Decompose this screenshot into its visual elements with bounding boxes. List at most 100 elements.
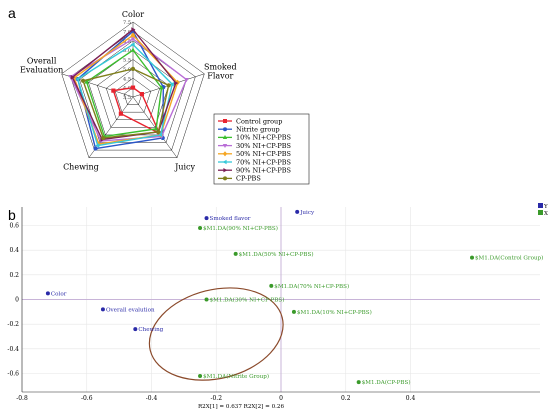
sensory-point bbox=[133, 327, 138, 332]
legend-x-swatch bbox=[538, 210, 543, 215]
radar-spoke bbox=[132, 96, 178, 158]
x-tick-label: -0.4 bbox=[146, 395, 158, 402]
radar-series-line bbox=[76, 30, 165, 150]
panel-b-letter: b bbox=[8, 207, 16, 223]
sensory-label: Juicy bbox=[299, 210, 315, 216]
sensory-label: Chewing bbox=[138, 327, 163, 333]
sample-point bbox=[198, 373, 203, 378]
radar-grid-ring bbox=[97, 59, 169, 128]
legend-box bbox=[213, 113, 310, 185]
radar-axis-label: Overall bbox=[27, 56, 57, 65]
x-axis-label: R2X[1] = 0.637 R2X[2] = 0.26 bbox=[198, 404, 285, 410]
sensory-point bbox=[45, 291, 50, 296]
pls-biplot: -0.8 -0.6 -0.4 -0.2 0 0.2 0.4 0.6 0.4 0.2 0 -0.2 -0.… bbox=[7, 203, 548, 410]
x-tick-label: -0.6 bbox=[81, 395, 93, 402]
sample-point bbox=[233, 251, 238, 256]
radar-point bbox=[175, 79, 180, 86]
sample-label: $M1.DA(10% NI+CP-PBS) bbox=[297, 309, 372, 316]
sensory-point bbox=[100, 307, 105, 312]
radar-point bbox=[118, 111, 123, 116]
legend-marker bbox=[222, 144, 228, 148]
radar-point bbox=[184, 77, 189, 83]
radar-point bbox=[80, 78, 86, 83]
radar-point bbox=[174, 80, 179, 86]
legend-x-label: X bbox=[544, 211, 548, 217]
legend-entry: 10% NI+CP-PBS bbox=[236, 134, 291, 142]
sensory-point bbox=[295, 209, 300, 214]
legend-y-swatch bbox=[538, 203, 543, 208]
sample-point bbox=[198, 225, 203, 230]
sample-label: $M1.DA(Nitrite Group) bbox=[203, 373, 269, 380]
radar-point bbox=[153, 126, 159, 131]
y-tick-label: 0.6 bbox=[9, 223, 19, 230]
legend-entry: 90% NI+CP-PBS bbox=[236, 167, 291, 175]
radar-point bbox=[130, 37, 136, 42]
radar-point bbox=[166, 83, 171, 88]
radar-grid-ring bbox=[114, 77, 152, 113]
sample-label: $M1.DA(CP-PBS) bbox=[362, 379, 411, 386]
annotation-ellipse bbox=[148, 287, 284, 381]
radar-point bbox=[101, 135, 106, 141]
legend-y-label: Y bbox=[543, 204, 548, 210]
y-tick-label: 0 bbox=[15, 297, 19, 304]
radar-tick-label: 7.5 bbox=[123, 20, 131, 26]
radar-grid-ring bbox=[61, 21, 205, 158]
radar-point bbox=[111, 88, 116, 93]
panel-a-letter: a bbox=[8, 5, 16, 21]
sample-point bbox=[269, 283, 274, 288]
radar-point bbox=[70, 74, 75, 80]
radar-tick-label: 7.0 bbox=[123, 29, 131, 35]
sample-label: $M1.DA(Control Group) bbox=[475, 255, 543, 262]
radar-point bbox=[139, 92, 145, 97]
legend-marker bbox=[223, 127, 227, 132]
legend-marker bbox=[223, 176, 227, 181]
legend-marker bbox=[222, 151, 228, 157]
radar-point bbox=[156, 129, 161, 134]
sensory-label: Smoked flavor bbox=[210, 216, 251, 222]
y-tick-label: -0.4 bbox=[7, 346, 19, 353]
legend-entry: 30% NI+CP-PBS bbox=[236, 142, 291, 150]
sensory-label: Color bbox=[51, 291, 67, 297]
radar-point bbox=[84, 79, 89, 84]
radar-point bbox=[130, 85, 136, 90]
radar-series-line bbox=[85, 49, 163, 138]
y-tick-label: 0.2 bbox=[9, 272, 19, 279]
radar-series-line bbox=[76, 43, 173, 147]
sample-point bbox=[470, 255, 475, 260]
radar-point bbox=[130, 47, 136, 52]
radar-point bbox=[75, 76, 80, 82]
radar-point bbox=[95, 143, 100, 148]
radar-point bbox=[158, 132, 163, 138]
x-tick-label: 0 bbox=[279, 395, 283, 402]
radar-tick-label: 3.5 bbox=[123, 95, 131, 101]
radar-point bbox=[169, 81, 174, 87]
legend-entry: 50% NI+CP-PBS bbox=[236, 150, 291, 158]
radar-axis-label: Flavor bbox=[207, 71, 233, 80]
radar-chart: 3.54.04.55.05.56.06.57.07.5ColorSmokedFl… bbox=[20, 10, 237, 172]
legend-marker bbox=[222, 159, 227, 165]
radar-series-line bbox=[82, 68, 170, 139]
y-tick-label: 0.4 bbox=[9, 247, 19, 254]
legend-marker bbox=[223, 168, 228, 173]
radar-axis-label: Evaluation bbox=[20, 65, 63, 74]
radar-axis-label: Chewing bbox=[63, 163, 99, 172]
legend-entry: CP-PBS bbox=[236, 175, 261, 183]
y-tick-label: -0.2 bbox=[7, 321, 19, 328]
radar-point bbox=[159, 85, 164, 90]
legend-entry: Control group bbox=[236, 117, 282, 125]
radar-point bbox=[130, 42, 135, 47]
radar-point bbox=[71, 75, 77, 81]
x-tick-label: -0.8 bbox=[16, 395, 28, 402]
radar-axis-label: Color bbox=[122, 10, 144, 19]
sample-point bbox=[356, 380, 361, 385]
sensory-point bbox=[204, 216, 209, 221]
legend-marker bbox=[223, 119, 227, 123]
radar-point bbox=[130, 66, 136, 71]
radar-tick-label: 5.5 bbox=[123, 58, 131, 64]
legend-entry: 70% NI+CP-PBS bbox=[236, 158, 291, 166]
x-tick-label: 0.4 bbox=[406, 395, 416, 402]
sensory-label: Overall evalution bbox=[106, 307, 155, 313]
radar-tick-label: 4.5 bbox=[123, 76, 131, 82]
